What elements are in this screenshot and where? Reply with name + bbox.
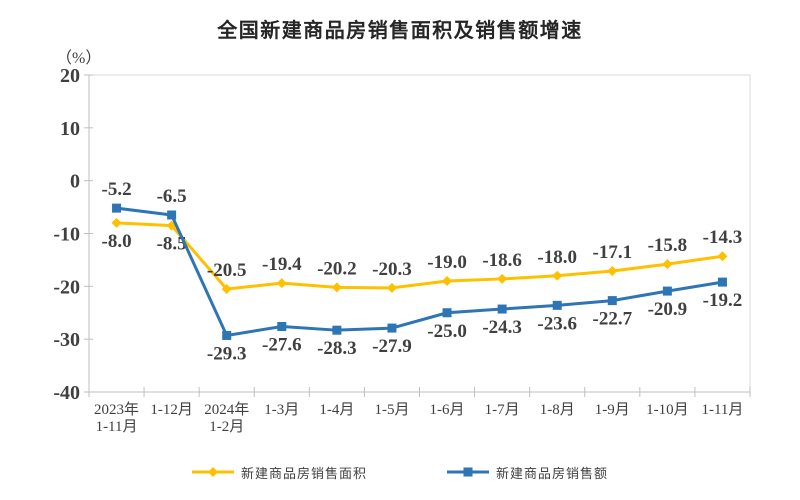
svg-text:1-9月: 1-9月: [595, 402, 630, 418]
svg-text:-22.7: -22.7: [593, 309, 633, 330]
svg-text:1-3月: 1-3月: [264, 402, 299, 418]
svg-text:-5.2: -5.2: [102, 179, 132, 200]
sales-area-line-swatch: [191, 467, 234, 477]
legend-label-sales-area: 新建商品房销售面积: [240, 465, 367, 481]
svg-text:-25.0: -25.0: [427, 321, 467, 342]
legend-item-sales-area: 新建商品房销售面积: [191, 463, 367, 482]
svg-text:-19.2: -19.2: [703, 290, 743, 311]
svg-text:1-11月: 1-11月: [96, 419, 138, 435]
svg-text:-10: -10: [53, 224, 80, 246]
legend-label-sales-amount: 新建商品房销售额: [496, 465, 609, 481]
svg-text:-29.3: -29.3: [207, 343, 247, 364]
svg-text:2023年: 2023年: [94, 401, 139, 418]
svg-text:-15.8: -15.8: [648, 235, 688, 256]
svg-text:-14.3: -14.3: [703, 227, 743, 248]
svg-text:1-5月: 1-5月: [374, 402, 409, 418]
svg-text:1-8月: 1-8月: [540, 402, 575, 418]
svg-text:-20.9: -20.9: [648, 299, 688, 320]
svg-text:-17.1: -17.1: [593, 242, 633, 263]
svg-text:1-7月: 1-7月: [485, 402, 520, 418]
svg-text:0: 0: [70, 171, 80, 193]
svg-text:1-10月: 1-10月: [646, 402, 689, 418]
svg-text:1-12月: 1-12月: [150, 402, 193, 418]
svg-text:1-4月: 1-4月: [319, 402, 354, 418]
svg-text:-23.6: -23.6: [537, 313, 577, 334]
svg-text:20: 20: [60, 65, 80, 87]
svg-text:1-2月: 1-2月: [209, 419, 244, 435]
svg-text:-24.3: -24.3: [482, 317, 522, 338]
svg-text:-20.5: -20.5: [207, 260, 247, 281]
svg-text:-20.3: -20.3: [372, 259, 412, 280]
svg-text:-27.6: -27.6: [262, 334, 302, 355]
svg-text:-18.0: -18.0: [537, 247, 577, 268]
svg-text:1-6月: 1-6月: [430, 402, 465, 418]
svg-text:1-11月: 1-11月: [701, 402, 743, 418]
svg-text:-8.5: -8.5: [157, 234, 187, 255]
svg-text:-8.0: -8.0: [102, 231, 132, 252]
svg-text:2024年: 2024年: [204, 401, 249, 418]
svg-text:-19.0: -19.0: [427, 252, 467, 273]
svg-text:-6.5: -6.5: [157, 186, 187, 207]
y-axis-unit-label: （%）: [56, 50, 102, 67]
svg-text:-40: -40: [53, 382, 80, 404]
svg-text:-18.6: -18.6: [482, 250, 522, 271]
svg-text:-28.3: -28.3: [317, 338, 357, 359]
svg-text:-20: -20: [53, 276, 80, 298]
svg-text:-30: -30: [53, 329, 80, 351]
chart-title: 全国新建商品房销售面积及销售额增速: [217, 20, 583, 42]
chart-legend: 新建商品房销售面积 新建商品房销售额: [0, 458, 800, 486]
svg-text:-20.2: -20.2: [317, 258, 357, 279]
svg-text:10: 10: [60, 118, 80, 140]
legend-item-sales-amount: 新建商品房销售额: [447, 463, 608, 482]
sales-amount-line-swatch: [447, 467, 489, 477]
svg-text:-27.9: -27.9: [372, 336, 412, 357]
svg-text:-19.4: -19.4: [262, 254, 302, 275]
